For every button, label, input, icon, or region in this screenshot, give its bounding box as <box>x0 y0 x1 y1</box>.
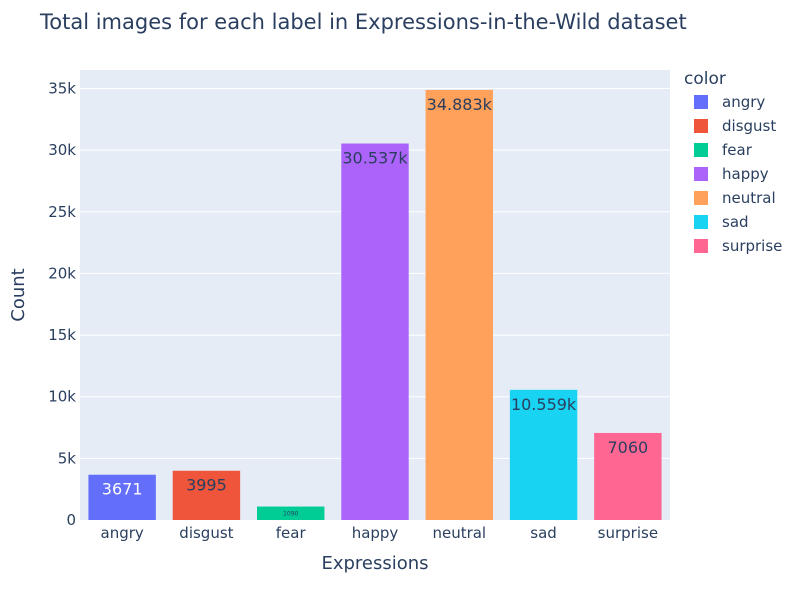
x-tick-label: fear <box>276 524 307 542</box>
x-axis: angry disgust fear happy neutral sad surprise <box>101 524 659 542</box>
legend-label-sad: sad <box>722 213 749 231</box>
y-tick-label: 20k <box>48 264 76 282</box>
data-label-angry: 3671 <box>102 480 143 499</box>
legend-swatch-happy <box>694 167 708 181</box>
legend-swatch-fear <box>694 143 708 157</box>
bar-angry <box>88 474 156 520</box>
bar-fear <box>257 506 325 520</box>
legend-swatch-disgust <box>694 119 708 133</box>
y-tick-label: 35k <box>48 79 76 97</box>
y-axis-title: Count <box>8 268 29 321</box>
data-label-fear: 1090 <box>283 510 299 517</box>
y-tick-label: 15k <box>48 326 76 344</box>
data-label-happy: 30.537k <box>342 149 408 168</box>
y-tick-label: 10k <box>48 388 76 406</box>
x-tick-label: surprise <box>598 524 658 542</box>
x-axis-title: Expressions <box>321 553 428 574</box>
y-tick-label: 25k <box>48 203 76 221</box>
x-tick-label: sad <box>530 524 557 542</box>
x-tick-label: neutral <box>432 524 486 542</box>
chart-title: Total images for each label in Expressio… <box>39 10 687 34</box>
y-tick-label: 0 <box>66 511 76 529</box>
legend-swatch-neutral <box>694 191 708 205</box>
bar-surprise <box>594 432 662 520</box>
y-tick-label: 5k <box>58 449 77 467</box>
bar-disgust <box>172 470 241 520</box>
data-label-disgust: 3995 <box>186 476 227 495</box>
y-tick-label: 30k <box>48 141 76 159</box>
x-tick-label: angry <box>101 524 144 542</box>
bar-sad <box>509 389 578 520</box>
bars <box>88 89 662 521</box>
data-label-neutral: 34.883k <box>427 95 493 114</box>
legend-label-happy: happy <box>722 165 769 183</box>
bar-neutral <box>425 89 493 521</box>
legend-label-surprise: surprise <box>722 237 782 255</box>
y-axis: 0 5k 10k 15k 20k 25k 30k 35k <box>48 79 76 529</box>
x-tick-label: happy <box>352 524 399 542</box>
legend-swatch-surprise <box>694 239 708 253</box>
legend-label-neutral: neutral <box>722 189 776 207</box>
legend-label-disgust: disgust <box>722 117 776 135</box>
bar-happy <box>341 143 409 521</box>
legend-label-angry: angry <box>722 93 765 111</box>
x-tick-label: disgust <box>179 524 233 542</box>
legend-label-fear: fear <box>722 141 753 159</box>
legend: color angry disgust fear happy neutral sad sur… <box>684 69 782 255</box>
bar-labels: 3671 3995 1090 30.537k 34.883k 10.559k 7060 <box>102 95 648 517</box>
data-label-surprise: 7060 <box>607 438 648 457</box>
legend-swatch-sad <box>694 215 708 229</box>
data-label-sad: 10.559k <box>511 395 577 414</box>
legend-title: color <box>684 69 726 89</box>
legend-swatch-angry <box>694 95 708 109</box>
